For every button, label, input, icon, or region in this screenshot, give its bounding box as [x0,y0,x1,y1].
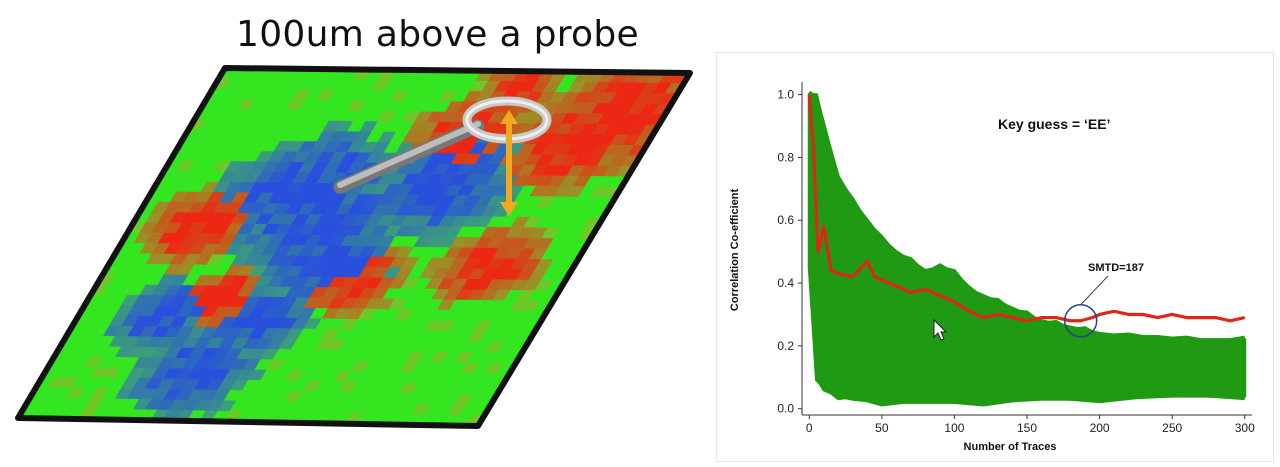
wrong-key-upper-edge [808,90,1245,344]
x-tick-label: 50 [875,421,889,435]
smtd-leader-line [1080,275,1109,306]
heatmap-border [15,65,693,429]
slide-title: 100um above a probe [236,14,639,55]
wrong-key-lower-edge [807,264,1245,407]
correlation-chart: 0 50 100 150 200 250 300 0.0 0.2 0.4 0.6 0.8 1.0 Nu… [729,82,1255,453]
series-wrong-key-guesses [807,93,1247,404]
y-axis-title: Correlation Co-efficient [729,189,741,312]
y-axis-ticks: 0.0 0.2 0.4 0.6 0.8 1.0 [777,88,802,416]
x-tick-label: 150 [1017,421,1037,435]
x-tick-label: 0 [806,421,813,435]
x-axis-ticks: 0 50 100 150 200 250 300 [806,415,1255,435]
y-tick-label: 0.8 [777,150,794,164]
y-tick-label: 0.0 [777,402,794,416]
y-tick-label: 0.6 [777,213,794,227]
smtd-marker [1063,304,1098,338]
series-wrong-key-guesses-edges [807,90,1245,407]
y-tick-label: 0.4 [777,276,794,290]
x-tick-label: 200 [1090,421,1110,435]
smtd-annotation: SMTD=187 [1088,262,1144,274]
y-tick-label: 1.0 [777,88,794,102]
x-tick-label: 100 [944,421,964,435]
em-heatmap-panel [15,65,693,429]
wrong-key-band [807,93,1247,404]
probe-handle-highlight [337,121,481,188]
height-arrow-icon [500,110,518,216]
x-axis-title: Number of Traces [964,441,1057,453]
mouse-cursor-icon [933,318,948,341]
x-tick-label: 300 [1235,421,1255,435]
series-correct-key [807,94,1246,323]
y-tick-label: 0.2 [777,339,794,353]
em-heatmap-surface [17,67,691,427]
key-guess-annotation: Key guess = ‘EE’ [998,116,1110,132]
x-tick-label: 250 [1162,421,1182,435]
